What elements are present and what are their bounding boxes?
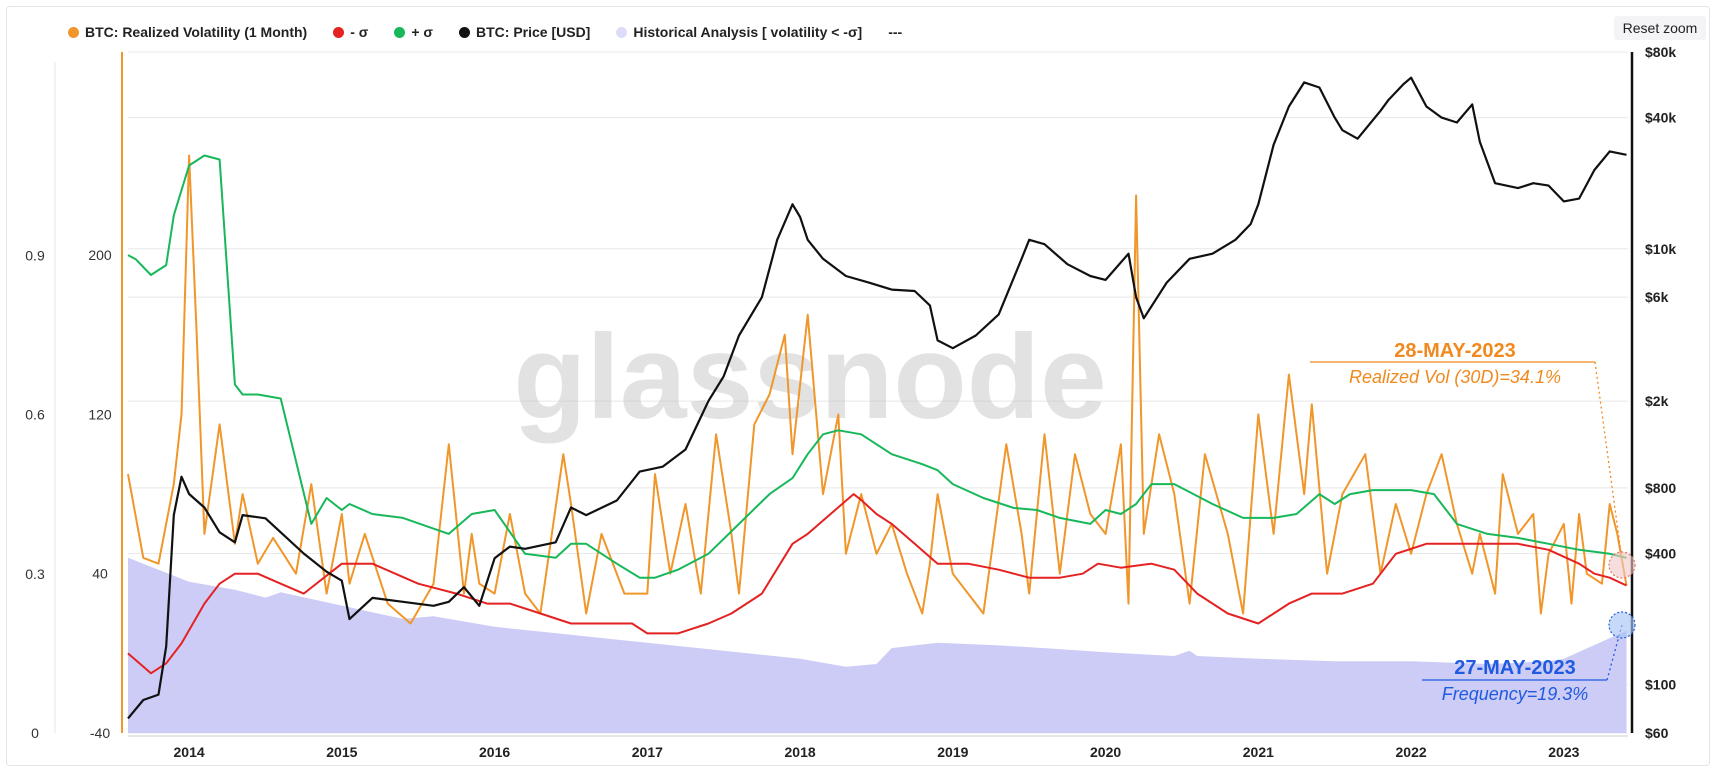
x-tick-label: 2020 (1090, 744, 1121, 760)
legend-label: - σ (350, 24, 369, 40)
x-tick-label: 2014 (174, 744, 205, 760)
x-tick-label: 2021 (1243, 744, 1274, 760)
legend-item-plus-sigma[interactable]: + σ (394, 24, 433, 40)
freq-annotation-text: Frequency=19.3% (1442, 684, 1589, 704)
y-right-tick-label: $2k (1645, 393, 1669, 409)
reset-zoom-button[interactable]: Reset zoom (1614, 16, 1706, 40)
series-line- (127, 493, 1627, 675)
y-inner-tick-label: 120 (88, 406, 112, 422)
legend-dot-black (459, 26, 470, 38)
y-right-tick-label: $100 (1645, 677, 1676, 693)
series-lines (127, 76, 1628, 720)
x-tick-label: 2017 (632, 744, 663, 760)
legend-dot-red (333, 26, 345, 38)
tick-labels: 2014 2015 2016 2017 2018 2019 2020 2021 2022 2023… (25, 44, 1676, 760)
series-historical-analysis-area (128, 557, 1627, 733)
legend-item-historical-analysis[interactable]: Historical Analysis [ volatility < -σ] (616, 24, 862, 40)
legend-dot-lavender (616, 26, 628, 38)
y-right-tick-label: $6k (1645, 289, 1669, 305)
y-right-tick-label: $10k (1645, 241, 1676, 257)
legend-item-minus-sigma[interactable]: - σ (333, 24, 368, 40)
legend-label: + σ (411, 24, 433, 40)
chart-frame (6, 6, 1710, 766)
annotations: 28-MAY-2023 Realized Vol (30D)=34.1% 27-… (1310, 340, 1636, 704)
legend-label: --- (888, 24, 903, 40)
series-line- (127, 154, 1627, 579)
y-right-tick-label: $80k (1645, 44, 1676, 60)
y-inner-tick-label: 40 (92, 566, 108, 582)
y-outer-tick-label: 0 (31, 725, 39, 741)
y-inner-tick-label: 200 (88, 247, 112, 263)
legend-dot-green (394, 26, 406, 38)
legend: BTC: Realized Volatility (1 Month) - σ +… (68, 22, 928, 42)
legend-item-extra[interactable]: --- (888, 24, 902, 40)
legend-label: BTC: Realized Volatility (1 Month) (85, 24, 308, 40)
x-tick-label: 2016 (479, 744, 510, 760)
legend-dot-orange (68, 26, 79, 38)
vol-highlight-circle (1608, 551, 1636, 579)
y-outer-tick-label: 0.9 (25, 247, 45, 263)
x-tick-label: 2015 (326, 744, 357, 760)
historical-analysis-area (128, 557, 1627, 733)
vol-annotation-text: Realized Vol (30D)=34.1% (1349, 367, 1561, 387)
series-line-btc-realized-volatility-1-month (127, 154, 1628, 625)
y-inner-tick-label: -40 (90, 725, 110, 741)
freq-annotation-date: 27-MAY-2023 (1454, 657, 1576, 679)
x-tick-label: 2019 (937, 744, 968, 760)
x-tick-label: 2018 (785, 744, 816, 760)
y-right-tick-label: $400 (1645, 545, 1676, 561)
y-right-tick-label: $40k (1645, 110, 1676, 126)
y-right-tick-label: $60 (1645, 725, 1669, 741)
series-line-btc-price-usd (127, 76, 1627, 720)
vol-annotation-date: 28-MAY-2023 (1394, 340, 1516, 362)
legend-item-realized-volatility[interactable]: BTC: Realized Volatility (1 Month) (68, 24, 307, 40)
freq-highlight-circle (1608, 611, 1636, 639)
legend-label: BTC: Price [USD] (476, 24, 591, 40)
vol-annotation-leader (1594, 361, 1623, 561)
legend-item-btc-price[interactable]: BTC: Price [USD] (459, 24, 590, 40)
x-tick-label: 2023 (1548, 744, 1579, 760)
legend-label: Historical Analysis [ volatility < -σ] (633, 24, 863, 40)
y-outer-tick-label: 0.3 (25, 566, 45, 582)
y-outer-tick-label: 0.6 (25, 407, 45, 423)
y-right-tick-label: $800 (1645, 480, 1676, 496)
x-tick-label: 2022 (1396, 744, 1427, 760)
